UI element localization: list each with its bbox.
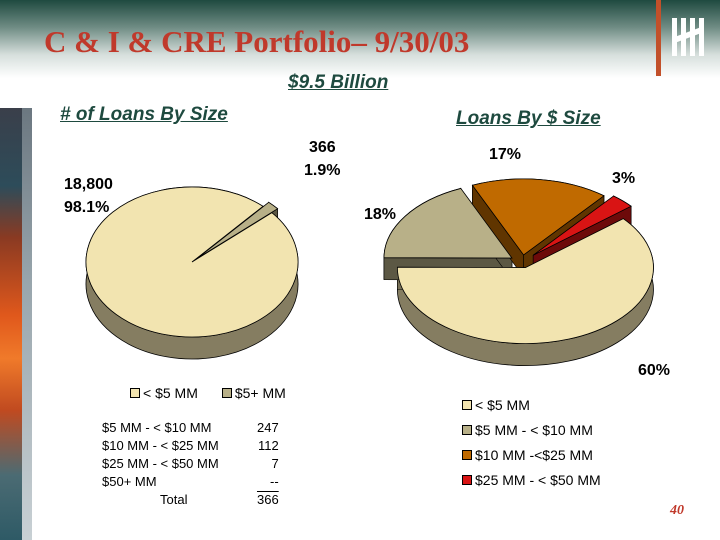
left-chart-heading: # of Loans By Size — [60, 104, 228, 125]
breakdown-total-label: Total — [160, 491, 188, 507]
legend-swatch-tan — [462, 424, 472, 435]
slide-title: C & I & CRE Portfolio– 9/30/03 — [44, 24, 470, 59]
right-label-3: 3% — [612, 170, 635, 187]
right-legend-item: $5 MM - < $10 MM — [462, 417, 601, 442]
left-legend-item-small: < $5 MM — [130, 385, 198, 401]
legend-swatch-red — [462, 474, 472, 485]
left-label-small-count: 18,800 — [64, 176, 113, 193]
left-legend-label-large: $5+ MM — [234, 385, 286, 401]
breakdown-label: $5 MM - < $10 MM — [102, 419, 212, 435]
table-row: $50+ MM -- — [102, 472, 279, 490]
table-total-row: Total 366 — [102, 490, 279, 508]
table-row: $25 MM - < $50 MM 7 — [102, 454, 279, 472]
breakdown-total-number: 366 — [256, 491, 279, 507]
breakdown-total-value: 366 — [219, 490, 279, 508]
slide-subtitle: $9.5 Billion — [288, 72, 389, 93]
right-chart-legend: < $5 MM $5 MM - < $10 MM $10 MM -<$25 MM… — [462, 392, 601, 492]
right-label-17: 17% — [489, 146, 521, 163]
breakdown-value: 7 — [271, 455, 279, 471]
left-legend-item-large: $5+ MM — [221, 385, 286, 401]
right-label-18: 18% — [364, 206, 396, 223]
table-row: $5 MM - < $10 MM 247 — [102, 418, 279, 436]
breakdown-label: $25 MM - < $50 MM — [102, 455, 219, 471]
breakdown-value: 247 — [256, 419, 279, 435]
legend-swatch-tan — [221, 388, 232, 398]
right-legend-item: $25 MM - < $50 MM — [462, 467, 601, 492]
pie-slice-$5 MM - < $10 MM — [383, 187, 513, 259]
legend-swatch-orange — [462, 449, 472, 460]
table-row: $10 MM - < $25 MM 112 — [102, 436, 279, 454]
right-legend-label: $5 MM - < $10 MM — [475, 421, 593, 438]
left-decorative-band — [0, 108, 22, 540]
left-label-small-pct: 98.1% — [64, 199, 109, 216]
left-label-large-count: 366 — [309, 139, 336, 156]
logo-divider — [656, 0, 661, 76]
right-legend-item: < $5 MM — [462, 392, 601, 417]
right-legend-label: $10 MM -<$25 MM — [475, 446, 593, 463]
right-pie-chart — [383, 178, 654, 366]
breakdown-value: -- — [270, 473, 279, 489]
pie-slice-< $5 MM — [397, 218, 654, 344]
left-chart-legend: < $5 MM $5+ MM — [130, 385, 286, 401]
page-number: 40 — [670, 503, 684, 518]
breakdown-value: 112 — [257, 437, 279, 453]
right-legend-label: < $5 MM — [475, 396, 530, 413]
loan-size-breakdown-table: $5 MM - < $10 MM 247 $10 MM - < $25 MM 1… — [102, 418, 279, 508]
pie-slice-$25 MM - < $50 MM — [532, 195, 632, 256]
left-label-large-pct: 1.9% — [304, 162, 340, 179]
right-chart-heading: Loans By $ Size — [456, 108, 601, 129]
breakdown-label: $10 MM - < $25 MM — [102, 437, 219, 453]
left-pie-chart — [85, 186, 299, 360]
right-label-60: 60% — [638, 362, 670, 379]
pie-slice-$5+ MM — [197, 201, 279, 259]
pie-slice-< $5 MM — [85, 186, 299, 338]
legend-swatch-cream — [130, 388, 140, 398]
right-legend-item: $10 MM -<$25 MM — [462, 442, 601, 467]
header-band — [0, 0, 720, 78]
left-decorative-band-inner — [22, 108, 32, 540]
left-legend-label-small: < $5 MM — [143, 385, 198, 401]
legend-swatch-cream — [462, 399, 472, 410]
breakdown-label: $50+ MM — [102, 473, 157, 489]
right-legend-label: $25 MM - < $50 MM — [475, 471, 601, 488]
company-logo-icon — [672, 18, 704, 56]
pie-slice-$10 MM -<$25 MM — [471, 178, 605, 256]
